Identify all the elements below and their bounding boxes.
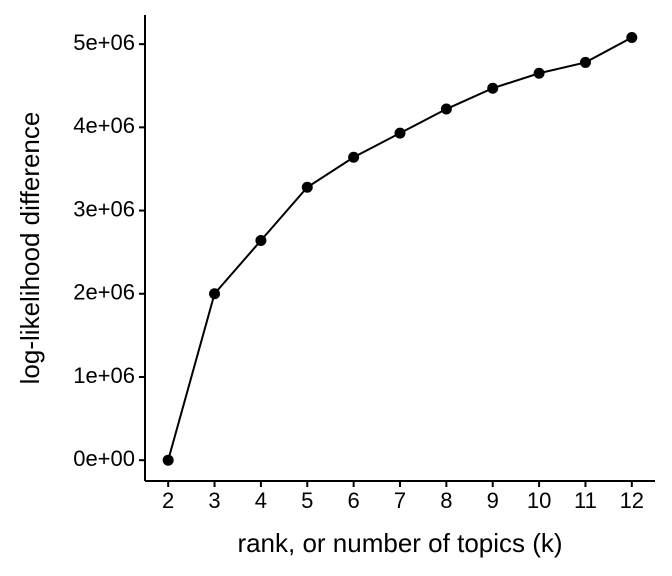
- y-tick-label: 1e+06: [73, 363, 135, 388]
- x-tick-label: 4: [255, 488, 267, 513]
- x-tick-label: 12: [620, 488, 644, 513]
- x-tick-label: 2: [162, 488, 174, 513]
- x-axis-title: rank, or number of topics (k): [237, 528, 562, 558]
- point: [394, 127, 406, 139]
- y-axis-title: log-likelihood difference: [15, 112, 45, 385]
- x-tick-label: 3: [208, 488, 220, 513]
- point: [209, 288, 221, 300]
- point: [487, 82, 499, 94]
- x-tick-label: 5: [301, 488, 313, 513]
- point: [626, 31, 638, 43]
- x-tick-label: 6: [348, 488, 360, 513]
- x-tick-label: 11: [574, 488, 597, 513]
- point: [162, 454, 174, 466]
- y-tick-label: 2e+06: [73, 280, 135, 305]
- x-tick-label: 7: [394, 488, 406, 513]
- point: [301, 181, 313, 193]
- point: [579, 56, 591, 68]
- point: [440, 103, 452, 115]
- y-tick-label: 0e+00: [73, 446, 135, 471]
- point: [255, 235, 267, 247]
- x-tick-label: 10: [527, 488, 551, 513]
- y-tick-label: 3e+06: [73, 196, 135, 221]
- y-tick-label: 4e+06: [73, 113, 135, 138]
- y-tick-label: 5e+06: [73, 30, 135, 55]
- x-tick-label: 8: [440, 488, 452, 513]
- line: [167, 36, 633, 461]
- point: [533, 67, 545, 79]
- x-tick-label: 9: [487, 488, 499, 513]
- point: [348, 151, 360, 163]
